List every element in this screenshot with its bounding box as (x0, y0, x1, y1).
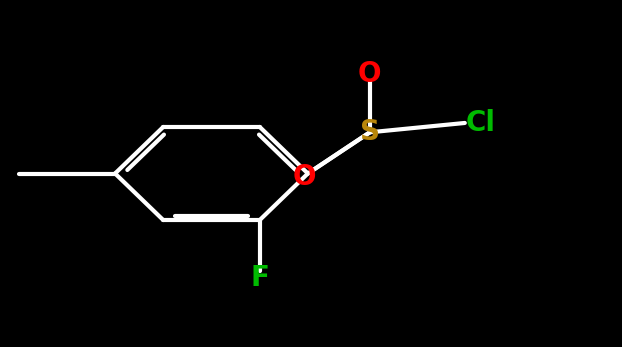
Text: Cl: Cl (465, 109, 495, 137)
Text: O: O (358, 60, 382, 88)
Text: S: S (360, 118, 380, 146)
Text: F: F (250, 264, 269, 292)
Text: O: O (293, 163, 317, 191)
